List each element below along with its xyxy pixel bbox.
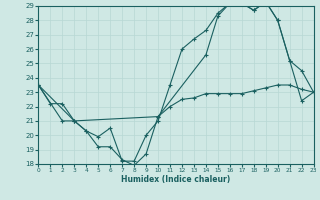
X-axis label: Humidex (Indice chaleur): Humidex (Indice chaleur) — [121, 175, 231, 184]
